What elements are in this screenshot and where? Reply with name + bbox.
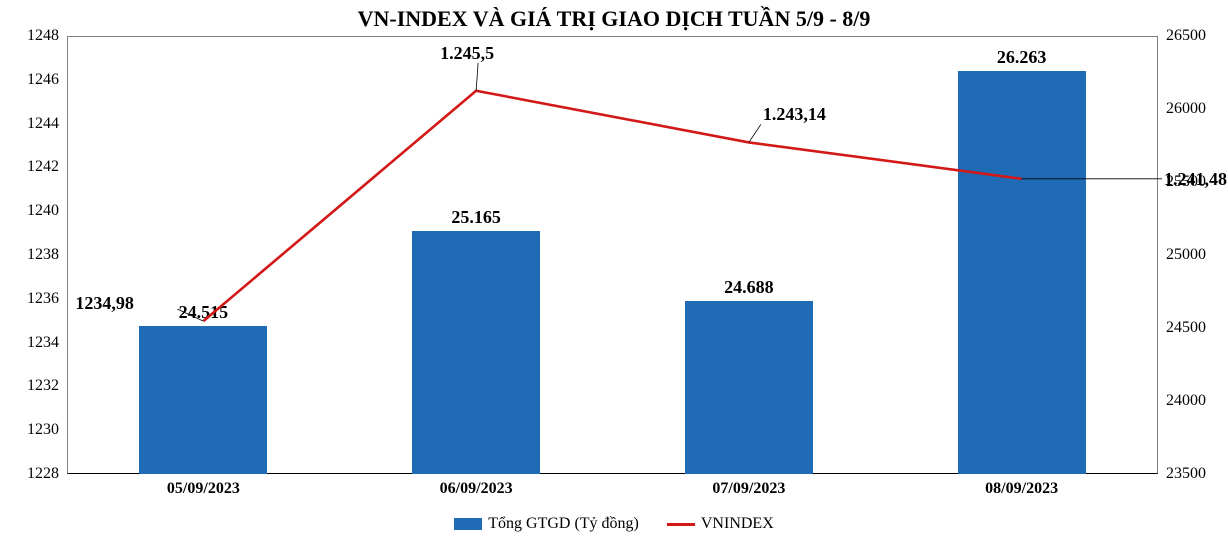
chart-container: VN-INDEX VÀ GIÁ TRỊ GIAO DỊCH TUẦN 5/9 -…	[0, 0, 1228, 537]
leader-line	[177, 309, 203, 321]
legend-label-bar: Tổng GTGD (Tỷ đồng)	[488, 515, 639, 532]
legend-label-line: VNINDEX	[701, 515, 774, 532]
legend-swatch-bar	[454, 518, 482, 530]
legend-swatch-line	[667, 523, 695, 526]
leader-line	[749, 124, 761, 142]
leader-line	[476, 63, 478, 91]
legend-item-bar: Tổng GTGD (Tỷ đồng)	[454, 515, 639, 533]
line-svg	[0, 0, 1228, 537]
vnindex-line	[203, 91, 1021, 321]
legend-item-line: VNINDEX	[667, 515, 774, 533]
legend: Tổng GTGD (Tỷ đồng) VNINDEX	[0, 515, 1228, 533]
